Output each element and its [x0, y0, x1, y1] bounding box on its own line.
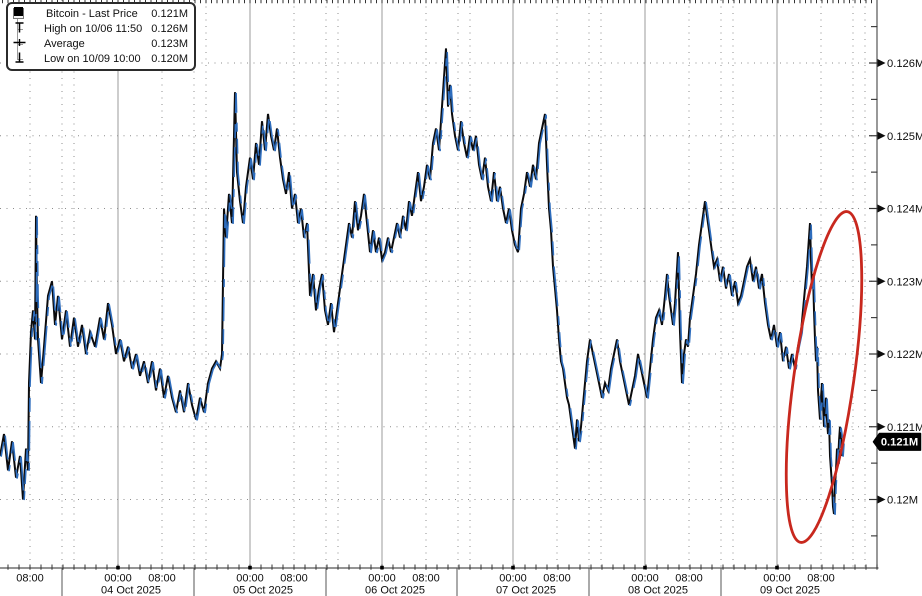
highlight-ellipse-annotation	[784, 210, 864, 544]
y-axis-label: 0.122M	[887, 349, 922, 361]
legend-label: Low on 10/09 10:00	[44, 52, 141, 65]
y-axis-label: 0.125M	[887, 131, 922, 143]
legend-value: 0.126M	[151, 22, 188, 35]
legend-label: High on 10/06 11:50	[44, 22, 143, 35]
x-axis-time-label: 00:00	[763, 573, 791, 585]
legend-row-low[interactable]: Low on 10/09 10:00 0.120M	[13, 51, 188, 66]
x-axis-time-label: 08:00	[807, 573, 835, 585]
legend-tree-rail	[17, 17, 18, 59]
x-axis-time-label: 00:00	[631, 573, 659, 585]
chart-legend: − Bitcoin - Last Price 0.121M High on 10…	[6, 2, 196, 71]
y-axis-label: 0.124M	[887, 204, 922, 216]
y-tick-arrow-icon	[877, 131, 886, 140]
plot-area[interactable]	[0, 0, 877, 568]
midnight-tick-dot	[775, 565, 779, 570]
y-axis-label: 0.123M	[887, 276, 922, 288]
midnight-tick-dot	[380, 565, 384, 570]
y-tick-arrow-icon	[877, 422, 886, 431]
x-axis-time-label: 08:00	[280, 573, 308, 585]
y-tick-arrow-icon	[877, 59, 886, 67]
legend-label: Bitcoin - Last Price	[46, 7, 138, 20]
x-axis-time-label: 08:00	[16, 573, 44, 585]
y-tick-arrow-icon	[877, 204, 886, 213]
x-axis-date-label: 04 Oct 2025	[101, 585, 161, 596]
midnight-tick-dot	[248, 565, 252, 570]
x-axis-time-label: 00:00	[499, 573, 527, 585]
price-line-blue	[0, 49, 846, 515]
x-axis-date-label: 09 Oct 2025	[760, 585, 820, 596]
x-axis-time-label: 00:00	[236, 573, 264, 585]
x-axis-time-label: 00:00	[368, 573, 396, 585]
legend-row-average[interactable]: Average 0.123M	[13, 36, 188, 51]
legend-row-high[interactable]: High on 10/06 11:50 0.126M	[13, 21, 188, 36]
y-tick-arrow-icon	[877, 277, 886, 286]
last-price-badge	[872, 432, 922, 451]
y-axis-label: 0.121M	[887, 422, 922, 434]
last-price-badge-label: 0.121M	[881, 437, 918, 449]
midnight-tick-dot	[511, 565, 515, 570]
x-axis-time-label: 08:00	[543, 573, 571, 585]
legend-row-last-price[interactable]: − Bitcoin - Last Price 0.121M	[13, 6, 188, 21]
x-axis-date-label: 06 Oct 2025	[365, 585, 425, 596]
midnight-tick-dot	[643, 565, 647, 570]
x-axis-time-label: 08:00	[412, 573, 440, 585]
y-tick-arrow-icon	[877, 495, 886, 504]
x-axis-date-label: 05 Oct 2025	[233, 585, 293, 596]
legend-value: 0.120M	[151, 52, 188, 65]
legend-value: 0.121M	[151, 7, 188, 20]
midnight-tick-dot	[116, 565, 120, 570]
x-axis-time-label: 08:00	[675, 573, 703, 585]
x-axis-date-label: 07 Oct 2025	[496, 585, 556, 596]
y-tick-arrow-icon	[877, 350, 886, 358]
x-axis-date-label: 08 Oct 2025	[628, 585, 688, 596]
y-axis-label: 0.12M	[887, 495, 918, 507]
x-axis-time-label: 08:00	[148, 573, 176, 585]
y-axis-label: 0.126M	[887, 58, 922, 70]
legend-value: 0.123M	[151, 37, 188, 50]
x-axis-time-label: 00:00	[104, 573, 132, 585]
legend-label: Average	[44, 37, 85, 50]
